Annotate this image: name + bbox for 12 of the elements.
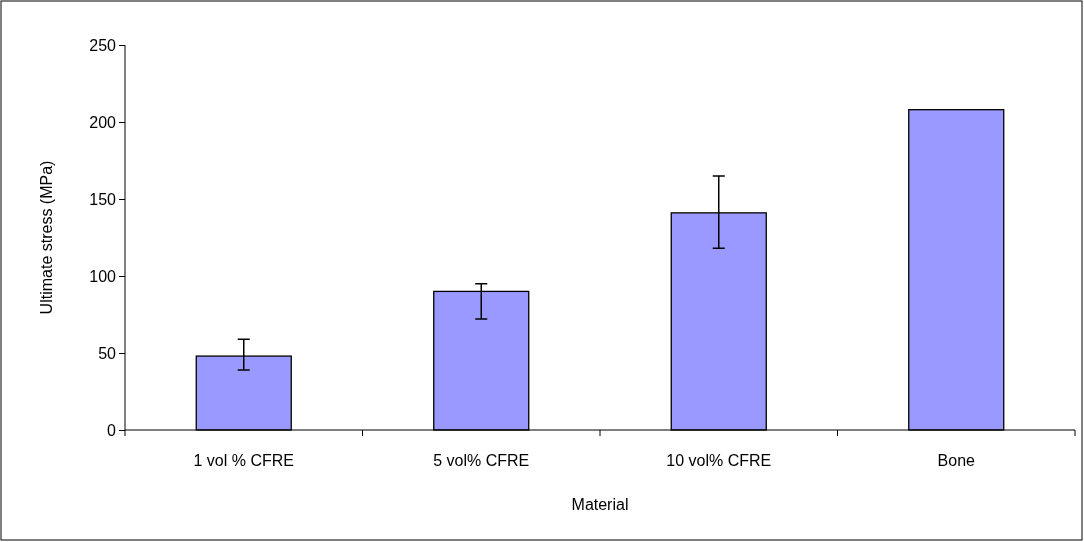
x-axis-title: Material xyxy=(571,496,629,513)
x-tick-label: 1 vol % CFRE xyxy=(193,452,294,469)
y-tick-label: 100 xyxy=(89,267,117,285)
y-tick-label: 50 xyxy=(98,344,117,362)
y-axis-title: Ultimate stress (MPa) xyxy=(38,160,55,315)
y-tick-label: 250 xyxy=(89,36,117,54)
y-tick-label: 150 xyxy=(89,190,117,208)
y-tick-label: 200 xyxy=(89,113,117,131)
x-tick-label: 5 vol% CFRE xyxy=(433,452,530,469)
x-tick-label: 10 vol% CFRE xyxy=(666,452,772,469)
y-tick-label: 0 xyxy=(107,421,117,439)
x-tick-label: Bone xyxy=(937,452,976,469)
